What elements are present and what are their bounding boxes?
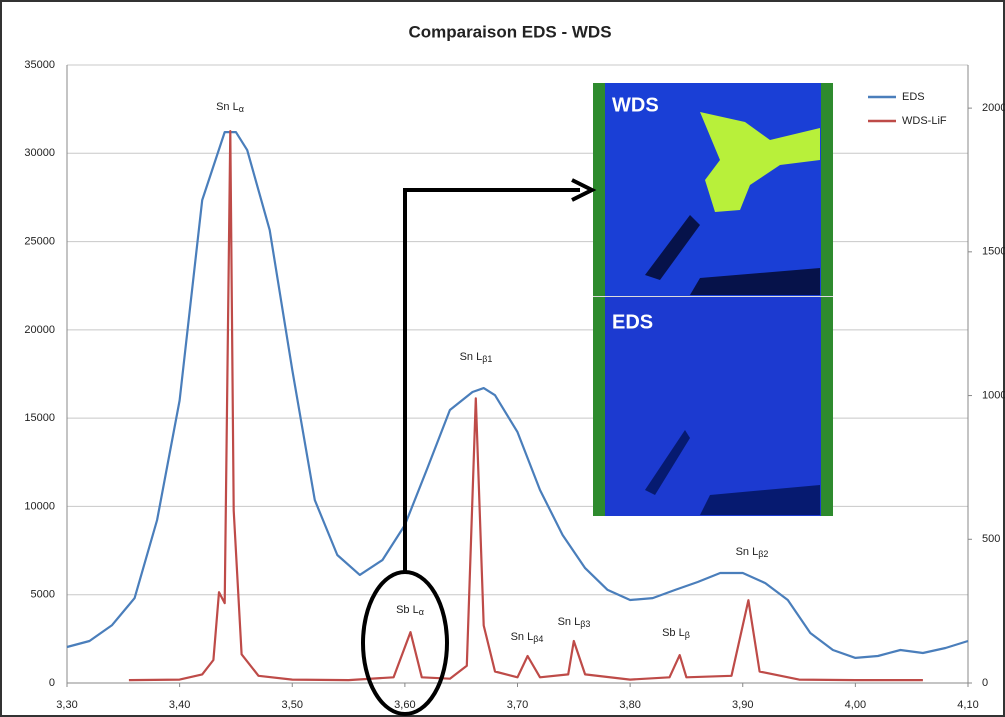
y-tick-label: 20000 — [24, 324, 55, 336]
peak-label-sub: α — [419, 607, 424, 617]
y2-tick-label: 1500 — [982, 246, 1005, 258]
y2-tick-label: 0 — [982, 677, 988, 689]
wds-blob — [700, 112, 820, 212]
x-tick-label: 3,50 — [282, 699, 303, 711]
eds-map — [605, 297, 821, 516]
inset-label: WDS — [612, 94, 659, 116]
map-border — [593, 83, 605, 516]
x-tick-label: 3,80 — [619, 699, 640, 711]
peak-label: Sb Lβ — [662, 627, 690, 640]
chart-title: Comparaison EDS - WDS — [408, 22, 611, 41]
x-tick-label: 3,70 — [507, 699, 528, 711]
arrow — [403, 188, 580, 573]
peak-label-text: Sn L — [511, 631, 534, 643]
peak-label: Sn Lβ1 — [460, 351, 493, 364]
peak-label: Sb Lα — [396, 604, 424, 617]
x-tick-label: 3,40 — [169, 699, 190, 711]
peak-label-sub: α — [239, 104, 244, 114]
y2-tick-label: 2000 — [982, 102, 1005, 114]
peak-label-text: Sb L — [396, 604, 419, 616]
series-line — [66, 131, 969, 659]
y2-tick-label: 500 — [982, 533, 1000, 545]
peak-label-text: Sn L — [736, 546, 759, 558]
peak-label-sub: β3 — [580, 619, 590, 629]
wds-dark — [690, 268, 820, 295]
y-tick-label: 15000 — [24, 412, 55, 424]
y2-tick-label: 1000 — [982, 389, 1005, 401]
plot — [66, 130, 969, 682]
peak-label: Sn Lβ4 — [511, 631, 544, 644]
wds-dark — [645, 215, 700, 280]
peak-label-sub: β — [685, 630, 690, 640]
legend-label: EDS — [902, 91, 925, 103]
x-tick-label: 3,60 — [394, 699, 415, 711]
x-tick-label: 3,90 — [732, 699, 753, 711]
peak-label: Sn Lα — [216, 101, 244, 114]
y-tick-label: 0 — [49, 677, 55, 689]
x-tick-label: 4,10 — [957, 699, 978, 711]
map-border — [821, 83, 833, 516]
legend-label: WDS-LiF — [902, 115, 947, 127]
peak-label: Sn Lβ2 — [736, 546, 769, 559]
peak-label-text: Sn L — [558, 616, 581, 628]
y-tick-label: 25000 — [24, 235, 55, 247]
series-line — [128, 130, 923, 682]
peak-label-text: Sn L — [216, 101, 239, 113]
y-tick-label: 35000 — [24, 59, 55, 71]
x-tick-label: 3,30 — [56, 699, 77, 711]
peak-label-text: Sn L — [460, 351, 483, 363]
inset-images: WDS EDS — [593, 83, 833, 516]
peak-label-sub: β2 — [758, 549, 768, 559]
eds-dark — [645, 430, 690, 495]
eds-dark — [700, 485, 820, 515]
arrow-head — [571, 178, 597, 202]
peak-label-sub: β4 — [533, 634, 543, 644]
peak-label-sub: β1 — [482, 354, 492, 364]
y-tick-label: 5000 — [31, 589, 55, 601]
y-tick-label: 30000 — [24, 147, 55, 159]
peak-label: Sn Lβ3 — [558, 616, 591, 629]
y-tick-label: 10000 — [24, 500, 55, 512]
inset-label: EDS — [612, 311, 653, 333]
peak-label-text: Sb L — [662, 627, 685, 639]
x-tick-label: 4,00 — [845, 699, 866, 711]
